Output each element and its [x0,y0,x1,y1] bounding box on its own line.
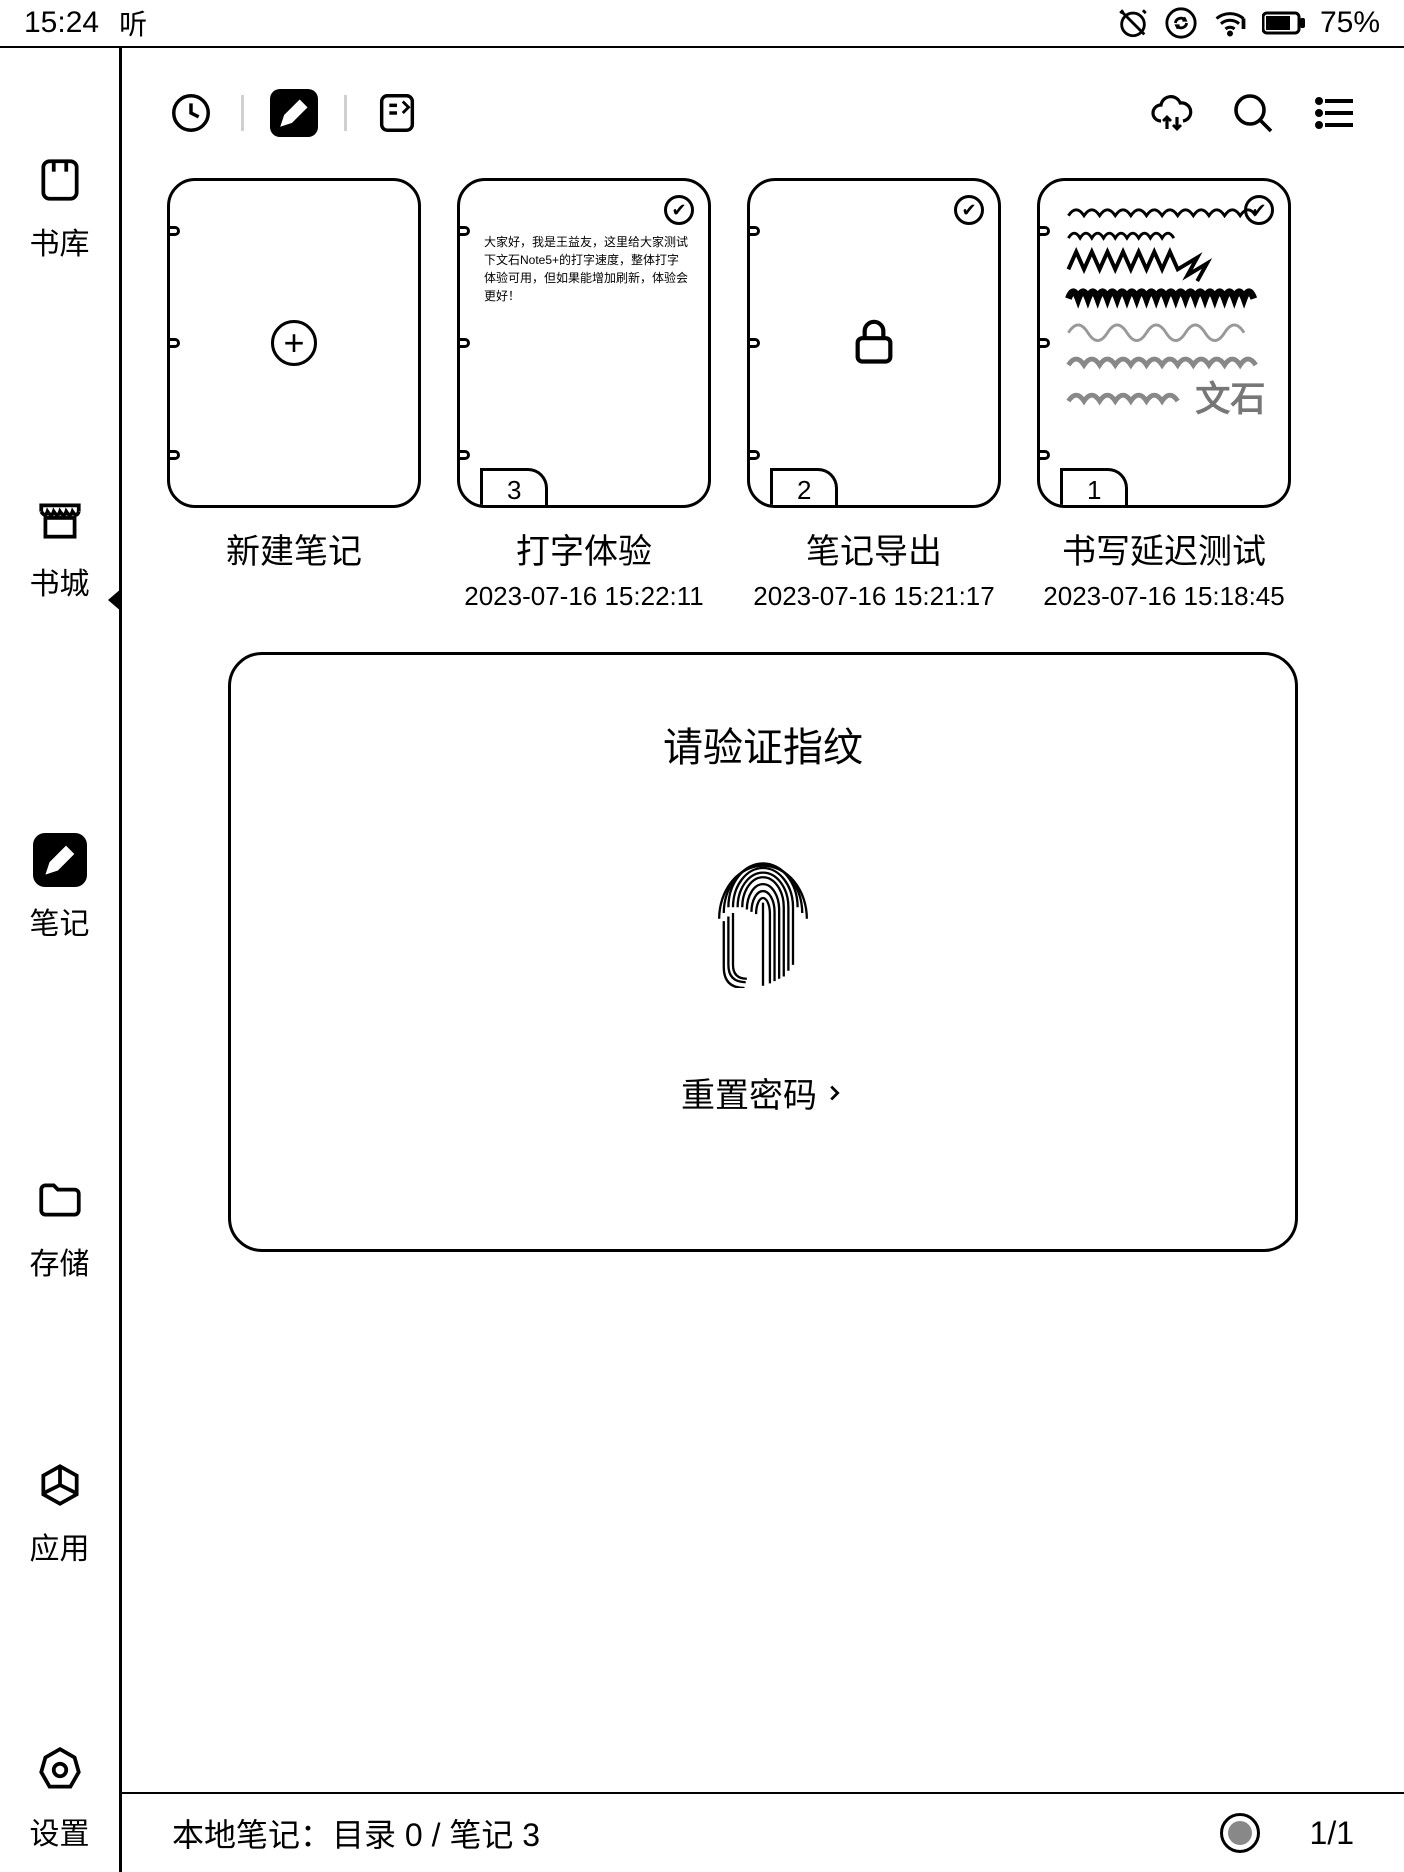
notes-icon [33,833,87,887]
page-count: 1 [1060,468,1128,508]
page-count: 2 [770,468,838,508]
wifi-icon [1212,5,1248,41]
nav-apps[interactable]: 应用 [30,1458,90,1568]
nav-storage[interactable]: 存储 [30,1173,90,1283]
lock-icon [846,313,902,374]
sync-status-icon[interactable] [1220,1813,1260,1853]
separator [241,95,244,131]
page-count: 3 [480,468,548,508]
content-area: + 新建笔记 ✔ 大家好，我是王益友，这里给大家测试下文石Note5+的打字速度… [122,48,1404,1872]
edit-icon[interactable] [270,89,318,137]
sidebar: 书库 书城 笔记 存储 应用 [0,48,122,1872]
toolbar [122,48,1404,178]
reset-password-link[interactable]: 重置密码 [681,1068,845,1117]
new-note-card[interactable]: + [167,178,421,508]
note-card[interactable]: ✔ 大家好，我是王益友，这里给大家测试下文石Note5+的打字速度，整体打字体验… [457,178,711,508]
cloud-sync-icon[interactable] [1147,89,1195,137]
notes-grid: + 新建笔记 ✔ 大家好，我是王益友，这里给大家测试下文石Note5+的打字速度… [122,178,1404,642]
fingerprint-dialog: 请验证指纹 重置密码 [228,652,1298,1252]
alarm-off-icon [1116,6,1150,40]
note-preview: 大家好，我是王益友，这里给大家测试下文石Note5+的打字速度，整体打字体验可用… [484,233,690,305]
card-time: 2023-07-16 15:18:45 [1043,581,1284,612]
battery-icon [1262,10,1306,36]
handwriting-preview: 文石 [1062,201,1270,445]
nav-label: 书库 [30,219,90,263]
nav-store[interactable]: 书城 [30,493,90,603]
check-icon[interactable]: ✔ [954,195,984,225]
template-icon[interactable] [373,89,421,137]
apps-icon [33,1458,87,1512]
nav-notes[interactable]: 笔记 [30,833,90,943]
nav-label: 应用 [30,1524,90,1568]
nav-label: 书城 [30,559,90,603]
sync-icon [1164,6,1198,40]
search-icon[interactable] [1229,89,1277,137]
nav-settings[interactable]: 设置 [30,1743,90,1853]
note-card[interactable]: ✔ 文石 1 [1037,178,1291,508]
nav-label: 存储 [30,1239,90,1283]
nav-label: 笔记 [30,899,90,943]
plus-icon: + [271,320,317,366]
reset-label: 重置密码 [681,1068,817,1117]
card-title: 笔记导出 [806,524,942,573]
fingerprint-icon[interactable] [703,838,823,993]
footer-summary: 本地笔记：目录 0 / 笔记 3 [172,1810,540,1856]
menu-list-icon[interactable] [1311,89,1359,137]
recent-icon[interactable] [167,89,215,137]
note-card[interactable]: ✔ 2 [747,178,1001,508]
status-app: 听 [119,3,147,43]
nav-library[interactable]: 书库 [30,153,90,263]
status-time: 15:24 [24,6,99,40]
check-icon[interactable]: ✔ [664,195,694,225]
card-time: 2023-07-16 15:22:11 [464,581,704,612]
card-time: 2023-07-16 15:21:17 [753,581,994,612]
nav-label: 设置 [30,1809,90,1853]
settings-icon [33,1743,87,1797]
status-bar: 15:24 听 75% [0,0,1404,48]
separator [344,95,347,131]
card-title: 打字体验 [516,524,652,573]
page-indicator: 1/1 [1310,1815,1354,1852]
footer-bar: 本地笔记：目录 0 / 笔记 3 1/1 [122,1792,1404,1872]
storage-icon [33,1173,87,1227]
card-title: 新建笔记 [226,524,362,573]
store-icon [33,493,87,547]
battery-percent: 75% [1320,6,1380,40]
library-icon [33,153,87,207]
dialog-title: 请验证指纹 [663,715,863,773]
active-indicator [108,588,122,612]
svg-text:文石: 文石 [1195,380,1265,419]
card-title: 书写延迟测试 [1062,524,1266,573]
